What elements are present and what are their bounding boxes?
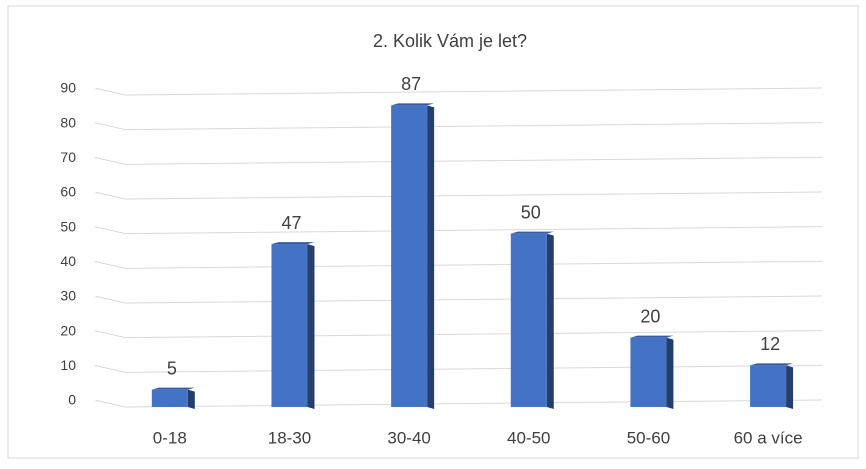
bar bbox=[151, 387, 195, 409]
data-label: 12 bbox=[760, 334, 780, 354]
bar-face bbox=[750, 365, 787, 407]
grid-line bbox=[94, 260, 823, 269]
y-tick-label: 0 bbox=[68, 392, 76, 408]
y-tick-label: 10 bbox=[60, 357, 76, 373]
bar-face bbox=[630, 335, 674, 338]
x-tick-label: 0-18 bbox=[153, 428, 187, 447]
bar-face bbox=[187, 389, 195, 409]
bar-face bbox=[546, 233, 554, 409]
bar-face bbox=[427, 105, 435, 410]
grid-line bbox=[94, 191, 823, 200]
y-tick-label: 20 bbox=[60, 322, 76, 338]
bar-face bbox=[510, 231, 554, 234]
grid-line bbox=[94, 399, 823, 408]
grid-line bbox=[94, 87, 823, 96]
data-label: 5 bbox=[167, 358, 177, 378]
bar bbox=[391, 103, 435, 410]
grid-line bbox=[94, 122, 823, 131]
bar-face bbox=[750, 363, 794, 366]
data-label: 50 bbox=[521, 202, 541, 222]
bar-face bbox=[271, 244, 308, 407]
chart-title: 2. Kolik Vám je let? bbox=[373, 31, 527, 51]
x-tick-label: 50-60 bbox=[627, 428, 670, 447]
bar bbox=[750, 363, 794, 409]
x-tick-label: 60 a více bbox=[734, 428, 803, 447]
bar-face bbox=[510, 233, 547, 407]
bar-face bbox=[391, 103, 435, 106]
bar-face bbox=[151, 387, 195, 390]
bar-face bbox=[271, 242, 315, 245]
grid-line bbox=[94, 226, 823, 235]
y-tick-label: 80 bbox=[60, 114, 76, 130]
bar bbox=[630, 335, 674, 409]
data-label: 20 bbox=[640, 306, 660, 326]
x-tick-label: 40-50 bbox=[507, 428, 550, 447]
grid-line bbox=[94, 330, 823, 339]
x-tick-label: 30-40 bbox=[387, 428, 430, 447]
bar-face bbox=[786, 365, 794, 409]
bar-face bbox=[391, 105, 428, 408]
y-tick-label: 50 bbox=[60, 218, 76, 234]
y-tick-label: 70 bbox=[60, 149, 76, 165]
grid-line bbox=[94, 364, 823, 373]
y-tick-label: 40 bbox=[60, 253, 76, 269]
grid-line bbox=[94, 156, 823, 165]
data-label: 47 bbox=[281, 213, 301, 233]
y-tick-label: 30 bbox=[60, 288, 76, 304]
bar-face bbox=[630, 337, 667, 407]
bar-face bbox=[666, 337, 674, 409]
grid-line bbox=[94, 295, 823, 304]
bar-face bbox=[151, 389, 188, 407]
bar-face bbox=[307, 244, 315, 409]
x-tick-label: 18-30 bbox=[268, 428, 311, 447]
bar bbox=[510, 231, 554, 409]
data-label: 87 bbox=[401, 74, 421, 94]
y-tick-label: 90 bbox=[60, 80, 76, 96]
bar bbox=[271, 242, 315, 409]
y-tick-label: 60 bbox=[60, 184, 76, 200]
